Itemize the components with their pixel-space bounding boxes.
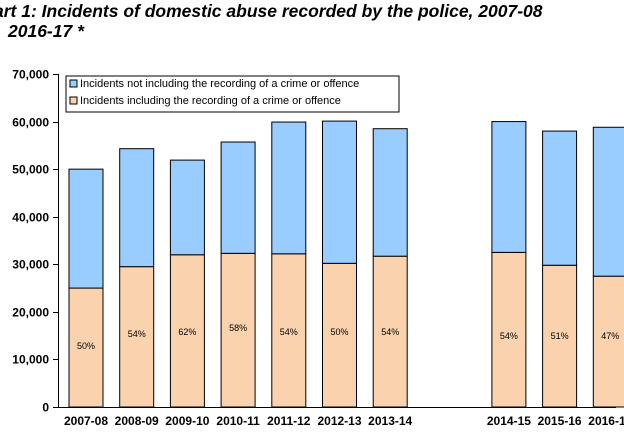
- bar-percentage-label: 51%: [551, 331, 569, 341]
- legend-swatch-crime: [69, 96, 78, 105]
- x-tick-label: 2007-08: [64, 414, 108, 428]
- chart-title-line-2: 2016-17 *: [8, 21, 84, 41]
- bar-not-crime-segment: [592, 126, 624, 277]
- y-tick-label: 10,000: [12, 353, 49, 367]
- bar-not-crime-segment: [491, 121, 527, 253]
- x-tick-label: 2011-12: [267, 414, 311, 428]
- x-tick-label: 2016-17: [588, 414, 624, 428]
- x-tick-label: 2010-11: [216, 414, 260, 428]
- bar-not-crime-segment: [119, 148, 155, 268]
- legend-box: [65, 75, 400, 113]
- x-tick-label: 2015-16: [538, 414, 582, 428]
- bar-not-crime-segment: [271, 121, 307, 255]
- bar-percentage-label: 54%: [280, 327, 298, 337]
- bar-percentage-label: 54%: [381, 327, 399, 337]
- bar-percentage-label: 58%: [229, 323, 247, 333]
- bar-percentage-label: 47%: [601, 331, 619, 341]
- x-tick-label: 2013-14: [368, 414, 412, 428]
- y-tick-label: 30,000: [12, 258, 49, 272]
- bar-percentage-label: 62%: [178, 327, 196, 337]
- bar-not-crime-segment: [68, 168, 104, 289]
- bar-percentage-label: 54%: [500, 331, 518, 341]
- y-tick-label: 40,000: [12, 211, 49, 225]
- bar-not-crime-segment: [542, 130, 578, 266]
- bar-not-crime-segment: [220, 141, 256, 254]
- x-tick-label: 2012-13: [317, 414, 361, 428]
- bar-not-crime-segment: [372, 128, 408, 257]
- bar-crime-segment: [372, 255, 408, 408]
- y-tick-label: 20,000: [12, 306, 49, 320]
- bar-crime-segment: [220, 252, 256, 408]
- bar-not-crime-segment: [322, 120, 357, 264]
- x-tick-label: 2009-10: [165, 414, 209, 428]
- bar-crime-segment: [592, 275, 624, 408]
- bar-crime-segment: [271, 253, 307, 408]
- legend-swatch-not-crime: [69, 79, 78, 88]
- bar-percentage-label: 50%: [77, 341, 95, 351]
- y-tick-label: 0: [42, 401, 49, 415]
- bar-crime-segment: [169, 254, 205, 408]
- bar-crime-segment: [491, 251, 527, 408]
- bar-percentage-label: 50%: [330, 327, 348, 337]
- bar-not-crime-segment: [169, 159, 205, 256]
- bar-crime-segment: [68, 287, 104, 408]
- legend-label-crime: Incidents including the recording of a c…: [80, 95, 341, 107]
- bar-percentage-label: 54%: [128, 329, 146, 339]
- y-tick-label: 60,000: [12, 116, 49, 130]
- legend-label-not-crime: Incidents not including the recording of…: [80, 78, 359, 90]
- x-tick-label: 2014-15: [487, 414, 531, 428]
- y-tick-label: 70,000: [12, 68, 49, 82]
- chart-title-line-1: art 1: Incidents of domestic abuse recor…: [0, 1, 543, 21]
- x-tick-label: 2008-09: [115, 414, 159, 428]
- y-tick-label: 50,000: [12, 163, 49, 177]
- bar-crime-segment: [542, 264, 578, 408]
